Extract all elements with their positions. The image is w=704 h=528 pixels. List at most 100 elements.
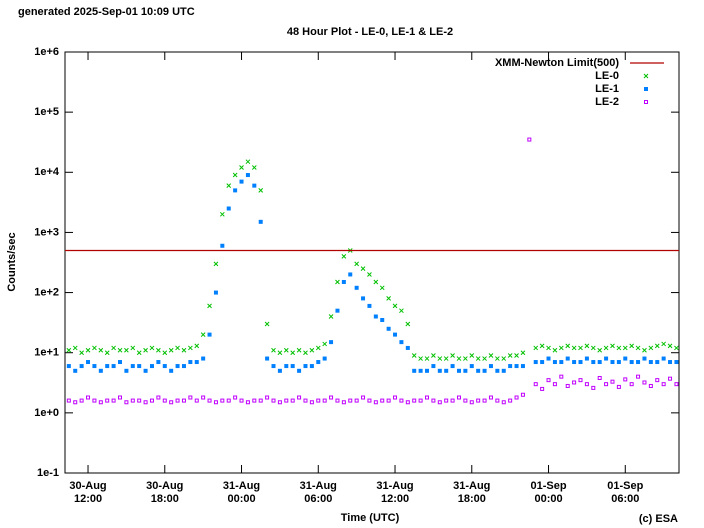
data-point xyxy=(283,347,289,353)
data-point xyxy=(418,356,423,361)
data-point xyxy=(654,343,660,349)
data-point xyxy=(226,183,232,188)
data-point xyxy=(616,345,622,351)
data-point xyxy=(386,326,391,331)
data-point xyxy=(341,400,346,405)
data-point xyxy=(629,360,634,365)
data-point xyxy=(258,219,263,224)
data-point xyxy=(124,368,129,373)
data-point xyxy=(73,368,78,373)
data-point xyxy=(411,353,417,358)
data-point xyxy=(117,347,123,353)
data-point xyxy=(610,379,615,384)
data-point xyxy=(578,378,583,383)
data-point xyxy=(213,261,219,267)
data-point xyxy=(661,356,666,361)
x-tick-label: 31-Aug 12:00 xyxy=(376,480,413,505)
data-point xyxy=(476,368,481,373)
y-tick-label: 1e+0 xyxy=(34,407,59,419)
data-point xyxy=(642,356,647,361)
data-point xyxy=(226,206,231,211)
data-point xyxy=(380,398,385,403)
data-point xyxy=(322,356,327,361)
data-point xyxy=(590,345,596,351)
legend-label: LE-0 xyxy=(595,70,619,82)
data-point xyxy=(431,353,436,358)
data-point xyxy=(245,159,251,165)
data-point xyxy=(245,173,250,178)
data-point xyxy=(219,211,225,217)
data-point xyxy=(623,377,628,382)
data-point xyxy=(540,360,545,365)
data-point xyxy=(277,400,282,405)
data-point xyxy=(399,340,404,345)
data-point xyxy=(584,382,589,387)
data-point xyxy=(399,398,404,403)
data-point xyxy=(367,398,372,403)
data-point xyxy=(418,398,423,403)
data-point xyxy=(469,364,474,369)
data-point xyxy=(111,345,116,351)
data-point xyxy=(111,398,116,403)
data-point xyxy=(200,332,206,337)
data-point xyxy=(73,400,78,405)
data-point xyxy=(194,343,200,349)
data-point xyxy=(437,368,442,373)
x-tick-label: 01-Sep 06:00 xyxy=(607,480,643,505)
data-point xyxy=(412,368,417,373)
data-point xyxy=(642,347,647,353)
data-point xyxy=(437,400,442,405)
data-point xyxy=(667,343,673,349)
y-tick-label: 1e+3 xyxy=(34,226,59,238)
data-point xyxy=(610,360,615,365)
data-point xyxy=(111,364,116,369)
data-point xyxy=(207,398,212,403)
data-point xyxy=(329,340,334,345)
data-point xyxy=(386,398,391,403)
data-point xyxy=(341,279,346,284)
data-point xyxy=(597,360,602,365)
x-tick-label: 30-Aug 18:00 xyxy=(146,480,183,505)
data-point xyxy=(527,137,532,142)
data-point xyxy=(296,347,302,353)
data-point xyxy=(482,368,487,373)
data-point xyxy=(450,364,455,369)
data-point xyxy=(66,398,71,403)
data-point xyxy=(393,395,398,400)
data-point xyxy=(232,172,238,178)
data-point xyxy=(405,345,410,350)
data-point xyxy=(265,356,270,361)
data-point xyxy=(603,345,609,351)
data-point xyxy=(329,395,334,400)
data-point xyxy=(156,360,161,365)
y-tick-label: 1e+4 xyxy=(34,166,60,178)
data-point xyxy=(495,398,500,403)
data-point xyxy=(674,360,679,365)
data-point xyxy=(463,398,468,403)
data-point xyxy=(130,345,136,351)
data-point xyxy=(424,356,430,361)
data-point xyxy=(616,360,621,365)
data-point xyxy=(277,368,282,373)
data-point xyxy=(124,400,129,405)
data-point xyxy=(604,356,609,361)
data-point xyxy=(220,243,225,248)
legend-label: LE-2 xyxy=(595,96,619,108)
data-point xyxy=(475,356,481,361)
data-point xyxy=(124,347,129,353)
chart-title: 48 Hour Plot - LE-0, LE-1 & LE-2 xyxy=(287,26,453,38)
data-point xyxy=(386,296,391,301)
data-point xyxy=(335,308,340,313)
data-point xyxy=(533,345,539,351)
y-tick-label: 1e-1 xyxy=(37,467,59,479)
data-point xyxy=(520,350,526,356)
data-point xyxy=(213,290,218,295)
data-point xyxy=(450,353,455,358)
x-axis-label: Time (UTC) xyxy=(341,512,400,524)
y-tick-label: 1e+1 xyxy=(34,347,59,359)
data-point xyxy=(92,398,97,403)
data-point xyxy=(501,356,507,361)
data-point xyxy=(226,398,231,403)
data-point xyxy=(584,356,589,361)
data-point xyxy=(361,296,366,301)
